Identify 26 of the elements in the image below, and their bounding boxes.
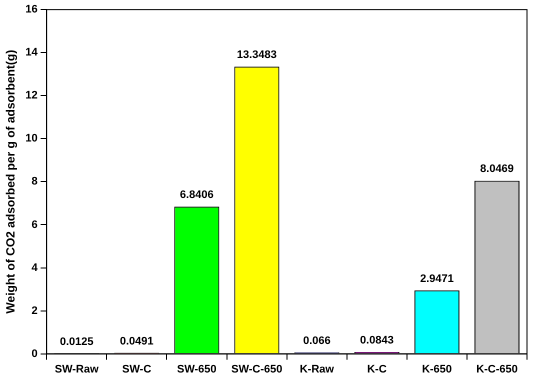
data-label: 13.3483 xyxy=(236,49,277,62)
y-tick-label: 4 xyxy=(32,262,39,274)
data-label: 8.0469 xyxy=(480,163,514,176)
data-label: 2.9471 xyxy=(420,272,454,285)
y-tick-label: 8 xyxy=(32,176,38,188)
x-tick-label: K-C xyxy=(367,363,387,376)
x-tick-label: SW-C xyxy=(122,363,152,376)
y-tick-label: 2 xyxy=(32,304,38,317)
x-tick-label: SW-C-650 xyxy=(231,363,282,376)
x-tick-label: K-650 xyxy=(422,363,452,376)
data-label: 0.0125 xyxy=(60,336,94,348)
y-tick-label: 6 xyxy=(32,218,38,231)
x-tick-label: K-Raw xyxy=(300,363,334,376)
y-tick-label: 0 xyxy=(32,348,38,360)
y-tick-label: 14 xyxy=(25,46,39,59)
y-axis-title: Weight of CO2 adsorbed per g of adsorbent(g) xyxy=(4,50,18,314)
x-tick-label: K-C-650 xyxy=(476,363,518,376)
data-label: 0.066 xyxy=(303,334,331,347)
y-tick-label: 10 xyxy=(25,132,38,145)
y-tick-label: 16 xyxy=(25,4,38,16)
data-label: 0.0843 xyxy=(360,334,394,347)
data-label: 0.0491 xyxy=(120,335,154,348)
y-tick-label: 12 xyxy=(25,90,38,102)
x-tick-label: SW-Raw xyxy=(54,363,99,376)
x-tick-label: SW-650 xyxy=(176,363,217,376)
data-label: 6.8406 xyxy=(180,189,214,202)
